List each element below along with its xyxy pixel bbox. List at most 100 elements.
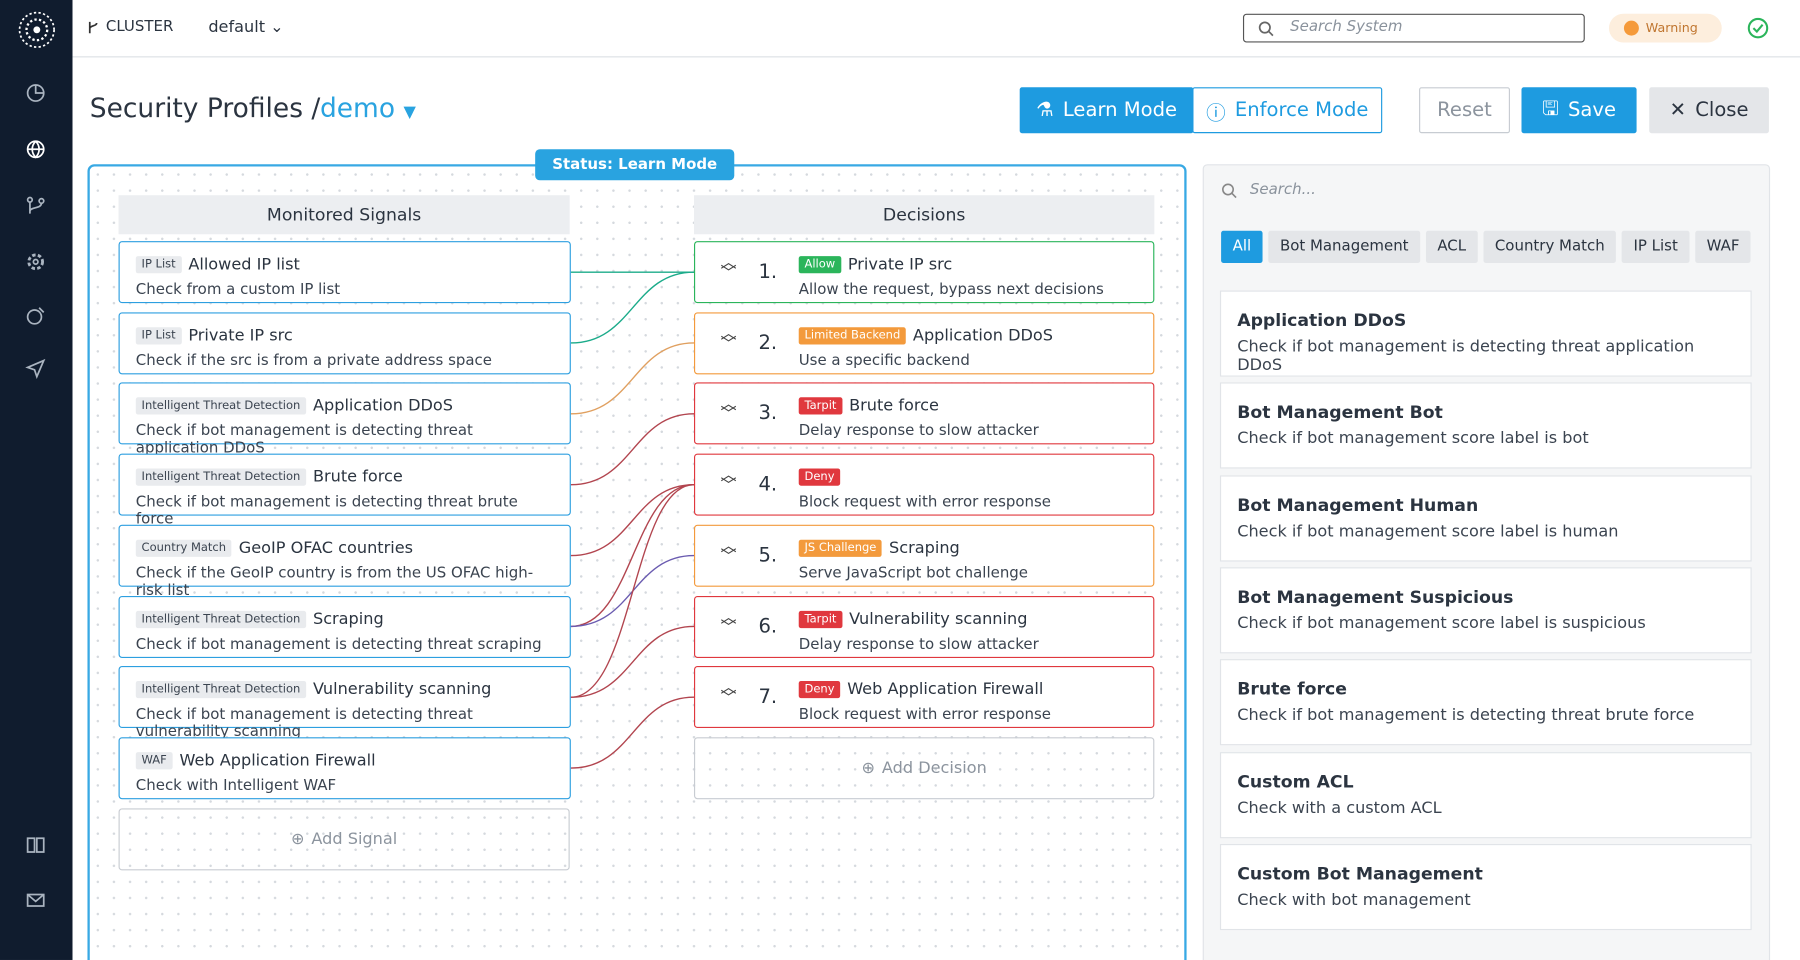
logo xyxy=(18,11,55,48)
connection xyxy=(570,484,694,698)
signal-description: Check if bot management is detecting thr… xyxy=(135,635,542,653)
signal-tag: Intelligent Threat Detection xyxy=(135,681,307,699)
filter-chip[interactable]: Bot Management xyxy=(1268,230,1421,263)
signal-card[interactable]: Intelligent Threat Detection Brute force C… xyxy=(118,453,571,528)
reorder-handle[interactable]: ︿ ﹀ xyxy=(720,253,737,283)
learn-mode-button[interactable]: ⚗ Learn Mode xyxy=(1019,87,1194,134)
decision-tag: Deny xyxy=(798,468,841,486)
decisions-header: Decisions xyxy=(693,195,1155,235)
ok-icon xyxy=(1747,17,1769,39)
signal-head: Intelligent Threat Detection Vulnerabilit… xyxy=(135,678,554,700)
decision-head: Allow Private IP src xyxy=(798,253,1153,275)
connection xyxy=(570,342,694,415)
signal-card[interactable]: IP List Private IP src Check if the src is… xyxy=(118,311,571,374)
decision-card[interactable]: ︿ ﹀ 4. Deny Block request with error respons… xyxy=(693,453,1155,516)
signal-card[interactable]: Country Match GeoIP OFAC countries Check i… xyxy=(118,524,571,599)
decision-description: Serve JavaScript bot challenge xyxy=(798,564,1029,582)
nav-docs[interactable] xyxy=(25,835,46,856)
profile-select[interactable]: demo ▼ xyxy=(319,94,416,125)
add-signal-button[interactable]: ⊕ Add Signal xyxy=(118,807,570,870)
signals-header: Monitored Signals xyxy=(118,195,570,235)
system-search[interactable]: Search System xyxy=(1242,13,1585,43)
connection xyxy=(570,413,694,486)
add-decision-button[interactable]: ⊕ Add Decision xyxy=(693,737,1155,800)
enforce-mode-button[interactable]: ⓘ Enforce Mode xyxy=(1192,87,1383,134)
decision-card[interactable]: ︿ ﹀ 6. Tarpit Vulnerability scanning Delay re… xyxy=(693,595,1155,658)
filter-chip[interactable]: IP List xyxy=(1621,230,1690,263)
signal-card[interactable]: WAF Web Application Firewall Check with In… xyxy=(118,737,571,800)
reorder-handle[interactable]: ︿ ﹀ xyxy=(720,395,737,425)
filter-chip[interactable]: Country Match xyxy=(1483,230,1617,263)
library-card[interactable]: Custom ACL Check with a custom ACL xyxy=(1219,751,1752,838)
add-signal-label: Add Signal xyxy=(311,829,398,849)
library-search[interactable]: Search... xyxy=(1249,181,1316,199)
warning-badge[interactable]: Warning xyxy=(1608,13,1722,43)
signal-card[interactable]: IP List Allowed IP list Check from a custo… xyxy=(118,241,571,304)
close-button[interactable]: ✕ Close xyxy=(1649,87,1769,134)
library-card[interactable]: Application DDoS Check if bot management … xyxy=(1219,290,1752,377)
nav-mail[interactable] xyxy=(25,890,46,911)
signal-tag: Country Match xyxy=(135,539,232,557)
nav-network[interactable] xyxy=(25,139,46,160)
decision-card[interactable]: ︿ ﹀ 5. JS Challenge Scraping Serve JavaScript… xyxy=(693,524,1155,587)
save-button[interactable]: 🖫 Save xyxy=(1521,87,1637,134)
signal-description: Check if the src is from a private addre… xyxy=(135,352,492,370)
signal-description: Check if bot management is detecting thr… xyxy=(135,493,518,529)
decision-number: 7. xyxy=(758,685,778,709)
decision-card[interactable]: ︿ ﹀ 3. Tarpit Brute force Delay response to s… xyxy=(693,382,1155,445)
library-description: Check if bot management score label is s… xyxy=(1237,614,1646,633)
library-card[interactable]: Brute force Check if bot management is de… xyxy=(1219,659,1752,746)
decision-head: Tarpit Brute force xyxy=(798,394,1153,416)
nav-branches[interactable] xyxy=(25,195,46,216)
library-search-icon xyxy=(1222,183,1237,199)
signal-card[interactable]: Intelligent Threat Detection Vulnerabilit… xyxy=(118,666,571,741)
decision-card[interactable]: ︿ ﹀ 7. Deny Web Application Firewall Block re… xyxy=(693,666,1155,729)
library-card[interactable]: Bot Management Bot Check if bot managemen… xyxy=(1219,382,1752,469)
search-icon xyxy=(1258,21,1274,37)
flask-icon: ⚗ xyxy=(1036,98,1054,122)
nav-settings[interactable] xyxy=(25,251,46,272)
decision-number: 1. xyxy=(758,260,778,284)
signal-tag: WAF xyxy=(135,752,173,770)
signal-title: Private IP src xyxy=(188,326,293,345)
library-card[interactable]: Bot Management Suspicious Check if bot ma… xyxy=(1219,567,1752,654)
branch-icon xyxy=(88,21,98,34)
decision-head: Deny xyxy=(798,465,1153,487)
filter-chips: All Bot Management ACL Country Match IP List… xyxy=(1221,230,1757,263)
nav-security[interactable] xyxy=(25,305,46,326)
reorder-handle[interactable]: ︿ ﹀ xyxy=(720,678,737,708)
library-title: Bot Management Bot xyxy=(1237,402,1443,423)
library-card[interactable]: Bot Management Human Check if bot managem… xyxy=(1219,474,1752,562)
filter-chip[interactable]: ACL xyxy=(1425,230,1478,263)
decision-card[interactable]: ︿ ﹀ 2. Limited Backend Application DDoS Use a… xyxy=(693,311,1155,374)
reset-button[interactable]: Reset xyxy=(1419,87,1510,134)
signal-card[interactable]: Intelligent Threat Detection Application … xyxy=(118,382,571,457)
environment-select[interactable]: default ⌄ xyxy=(208,18,284,37)
reorder-handle[interactable]: ︿ ﹀ xyxy=(720,466,737,496)
decision-number: 4. xyxy=(758,473,778,497)
connection xyxy=(570,484,694,557)
alert-icon: ⓘ xyxy=(1206,101,1226,125)
search-placeholder: Search System xyxy=(1290,18,1403,36)
decision-head: Tarpit Vulnerability scanning xyxy=(798,607,1153,629)
signal-description: Check from a custom IP list xyxy=(135,281,341,299)
filter-chip[interactable]: WAF xyxy=(1695,230,1751,263)
reorder-handle[interactable]: ︿ ﹀ xyxy=(720,537,737,566)
signal-title: Allowed IP list xyxy=(188,255,300,274)
decision-card[interactable]: ︿ ﹀ 1. Allow Private IP src Allow the request… xyxy=(693,241,1155,304)
decision-number: 6. xyxy=(758,614,778,638)
library-card[interactable]: Custom Bot Management Check with bot mana… xyxy=(1219,843,1752,930)
signal-tag: IP List xyxy=(135,256,182,274)
reorder-handle[interactable]: ︿ ﹀ xyxy=(720,324,737,354)
nav-send[interactable] xyxy=(25,358,46,379)
add-icon: ⊕ xyxy=(290,829,305,849)
library-title: Bot Management Suspicious xyxy=(1237,586,1514,608)
filter-chip[interactable]: All xyxy=(1221,230,1263,263)
nav-dashboard[interactable] xyxy=(25,83,46,104)
signal-head: Intelligent Threat Detection Brute force xyxy=(135,465,554,487)
status-badge: Status: Learn Mode xyxy=(535,149,735,181)
signal-card[interactable]: Intelligent Threat Detection Scraping Chec… xyxy=(118,595,571,658)
connection xyxy=(570,271,694,344)
reorder-handle[interactable]: ︿ ﹀ xyxy=(720,608,737,637)
